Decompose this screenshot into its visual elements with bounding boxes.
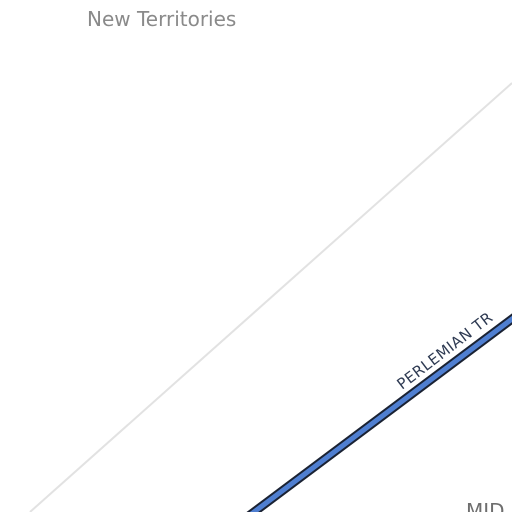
road-label: PERLEMIAN TR [393, 308, 496, 393]
main-road-casing [246, 313, 512, 512]
corner-place-label: MID [466, 499, 505, 512]
region-label: New Territories [87, 7, 236, 31]
minor-road-line [29, 82, 512, 512]
main-road[interactable] [246, 313, 512, 512]
